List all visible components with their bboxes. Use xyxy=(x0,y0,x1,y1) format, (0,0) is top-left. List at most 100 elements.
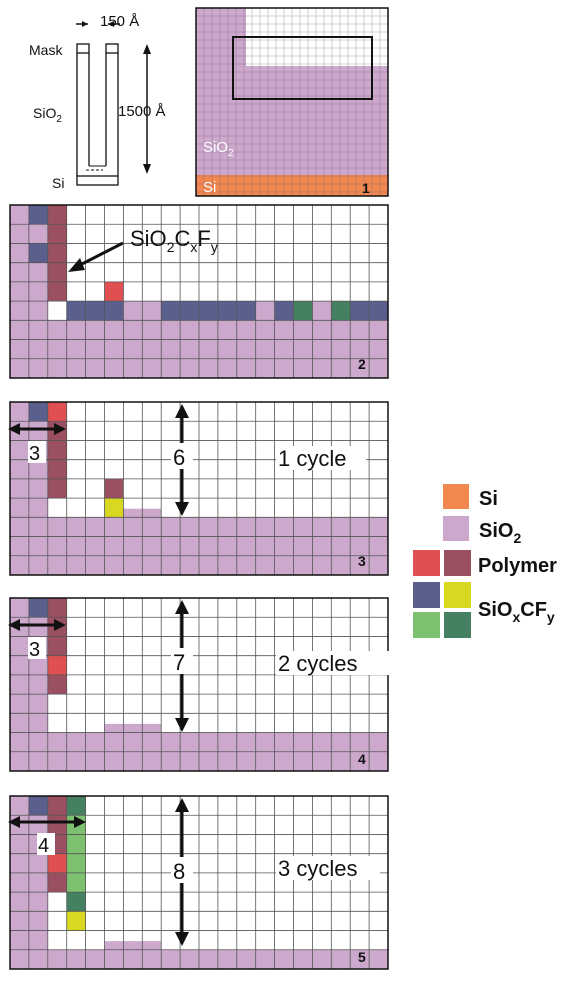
sio2-bump xyxy=(142,508,162,518)
panel1-sio2-label: SiO2 xyxy=(203,139,234,159)
trench-walls xyxy=(76,53,119,176)
sioxcfy-blue-cell xyxy=(369,301,388,321)
panel2-frame xyxy=(9,204,389,379)
schematic-mask-label: Mask xyxy=(29,42,63,58)
polymer-dark-cell xyxy=(47,262,67,282)
sioxcfy-blue-cell xyxy=(28,598,48,618)
sioxcfy-green-light-cell xyxy=(66,853,86,873)
sioxcfy-blue-cell xyxy=(85,301,105,321)
panel3-grid xyxy=(9,401,389,576)
panel2-grid xyxy=(9,204,389,379)
legend-label-polymer: Polymer xyxy=(478,555,557,577)
panel2-number: 2 xyxy=(358,356,366,372)
sio2-bump xyxy=(104,941,124,950)
schematic-width-label: 150 Å xyxy=(100,13,139,30)
sio2-cell xyxy=(255,301,275,321)
panel-2-annotations: SiO2CxFy 2 xyxy=(68,226,366,372)
panel-3-annotations: 3 6 1 cycle 3 xyxy=(8,404,366,569)
panel4-cycle-label: 2 cycles xyxy=(278,651,357,676)
polymer-dark-cell xyxy=(47,459,67,479)
panel-1: SiO2 Si 1 xyxy=(195,7,389,197)
polymer-dark-cell xyxy=(47,796,67,816)
sioxcfy-green-dark-cell xyxy=(293,301,313,321)
sioxcfy-green-dark-cell xyxy=(331,301,351,321)
polymer-dark-cell xyxy=(47,281,67,302)
sioxcfy-blue-cell xyxy=(28,796,48,816)
legend-label-sioxcfy: SiOxCFy xyxy=(478,599,555,625)
polymer-dark-cell xyxy=(47,224,67,244)
mask-left xyxy=(76,43,90,54)
panel4-depth-label: 7 xyxy=(173,650,185,675)
si-substrate-block xyxy=(76,175,119,186)
legend-swatch-sio2 xyxy=(443,516,469,541)
sioxcfy-blue-cell xyxy=(217,301,237,321)
sioxcfy-green-light-cell xyxy=(66,872,86,893)
simulation-panels xyxy=(9,204,389,970)
sio2-cell xyxy=(123,301,143,321)
polymer-dark-cell xyxy=(47,674,67,695)
panel1-number: 1 xyxy=(362,180,370,196)
polymer-dark-cell xyxy=(47,440,67,460)
bottom-dashed-region xyxy=(86,169,103,177)
legend-swatch-si xyxy=(443,484,469,509)
polymer-dark-cell xyxy=(47,205,67,225)
legend-swatch-polymer-dark xyxy=(444,550,471,576)
trench-schematic: 150 Å Mask SiO2 Si 1500 Å xyxy=(29,13,166,191)
panel3-depth-label: 6 xyxy=(173,445,185,470)
panel2-annotation-arrow xyxy=(77,241,124,268)
sioxcfy-green-light-cell xyxy=(66,834,86,854)
sio2-bump xyxy=(104,723,124,733)
schematic-sio2-label: SiO2 xyxy=(33,105,62,125)
panel5-number: 5 xyxy=(358,949,366,965)
legend-swatch-sioxcfy-blue xyxy=(413,582,440,608)
panel2-annotation: SiO2CxFy xyxy=(130,226,218,255)
panel3-frame xyxy=(9,401,389,576)
sio2-cell xyxy=(312,301,332,321)
sioxcfy-blue-cell xyxy=(236,301,256,321)
polymer-dark-cell xyxy=(47,815,67,835)
polymer-light-cell xyxy=(47,655,67,675)
sio2-bump xyxy=(142,941,162,950)
panel5-grid xyxy=(9,795,389,970)
sioxcfy-blue-cell xyxy=(28,243,48,263)
panel4-number: 4 xyxy=(358,751,366,767)
panel5-width-label: 4 xyxy=(38,835,49,857)
sioxcfy-blue-cell xyxy=(274,301,294,321)
legend-swatch-polymer-light xyxy=(413,550,440,576)
polymer-dark-cell xyxy=(47,872,67,893)
panel5-frame xyxy=(9,795,389,970)
sio2-bump xyxy=(123,508,143,518)
sioxcfy-green-dark-cell xyxy=(66,892,86,912)
sioxcfy-blue-cell xyxy=(104,301,124,321)
legend: Si SiO2 Polymer SiOxCFy xyxy=(413,484,557,638)
panel3-number: 3 xyxy=(358,553,366,569)
sioxcfy-blue-cell xyxy=(350,301,370,321)
sio2-bump xyxy=(123,941,143,950)
panel4-width-label: 3 xyxy=(29,639,40,661)
sioxcfy-blue-cell xyxy=(199,301,218,321)
panel4-grid xyxy=(9,597,389,772)
polymer-dark-cell xyxy=(104,478,124,499)
panel-5-annotations: 4 8 3 cycles 5 xyxy=(8,798,380,965)
panel1-zoom-box xyxy=(232,36,373,100)
panel3-cycle-label: 1 cycle xyxy=(278,446,346,471)
polymer-light-cell xyxy=(47,402,67,422)
panel4-frame xyxy=(9,597,389,772)
sioxcfy-yellow-cell xyxy=(66,911,86,931)
sioxcfy-blue-cell xyxy=(28,205,48,225)
mask-right xyxy=(105,43,119,54)
sioxcfy-green-dark-cell xyxy=(66,796,86,816)
sioxcfy-blue-cell xyxy=(180,301,199,321)
polymer-dark-cell xyxy=(47,243,67,263)
schematic-depth-label: 1500 Å xyxy=(118,103,166,120)
panel5-depth-label: 8 xyxy=(173,859,185,884)
sio2-bump xyxy=(123,723,143,733)
legend-swatch-sioxcfy-green-dark xyxy=(444,612,471,638)
sio2-cell xyxy=(142,301,162,321)
sioxcfy-blue-cell xyxy=(161,301,181,321)
polymer-dark-cell xyxy=(47,478,67,499)
legend-label-sio2: SiO2 xyxy=(479,520,521,546)
polymer-light-cell xyxy=(47,853,67,873)
sioxcfy-blue-cell xyxy=(66,301,86,321)
